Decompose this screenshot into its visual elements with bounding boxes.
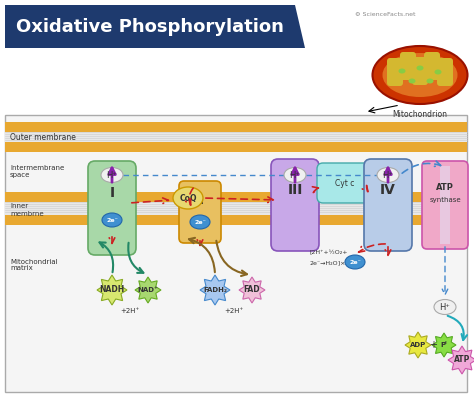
FancyBboxPatch shape — [317, 163, 373, 203]
Text: Mitochondrial
matrix: Mitochondrial matrix — [10, 258, 58, 272]
Text: FADH₂: FADH₂ — [203, 287, 227, 293]
Text: III: III — [287, 183, 303, 197]
Ellipse shape — [434, 299, 456, 314]
Text: NADH: NADH — [100, 285, 125, 295]
Text: 2e⁻→H₂O]×2: 2e⁻→H₂O]×2 — [310, 260, 350, 266]
Text: +: + — [429, 340, 437, 350]
Text: 2e⁻: 2e⁻ — [194, 220, 206, 224]
Polygon shape — [239, 277, 265, 303]
FancyBboxPatch shape — [5, 202, 467, 215]
Text: Intermembrane
space: Intermembrane space — [10, 166, 64, 179]
FancyBboxPatch shape — [364, 159, 412, 251]
FancyBboxPatch shape — [5, 215, 467, 225]
Text: +2H⁺: +2H⁺ — [224, 308, 244, 314]
Text: H⁺: H⁺ — [439, 303, 450, 312]
Text: Mitochondrion: Mitochondrion — [392, 110, 447, 119]
Text: H⁺: H⁺ — [290, 170, 301, 179]
FancyBboxPatch shape — [5, 122, 467, 132]
Ellipse shape — [345, 255, 365, 269]
Text: CoQ: CoQ — [179, 193, 197, 202]
FancyBboxPatch shape — [440, 166, 450, 244]
Text: +2H⁺: +2H⁺ — [120, 308, 140, 314]
Polygon shape — [97, 275, 127, 305]
Text: NAD⁺: NAD⁺ — [137, 287, 158, 293]
Text: FAD: FAD — [244, 285, 260, 295]
Ellipse shape — [377, 168, 399, 183]
Polygon shape — [200, 275, 230, 305]
FancyBboxPatch shape — [271, 159, 319, 251]
FancyBboxPatch shape — [88, 161, 136, 255]
FancyBboxPatch shape — [400, 52, 416, 80]
FancyBboxPatch shape — [424, 52, 440, 80]
Text: [2H⁺+½O₂+: [2H⁺+½O₂+ — [310, 251, 348, 256]
FancyBboxPatch shape — [5, 132, 467, 142]
Ellipse shape — [173, 187, 203, 209]
Ellipse shape — [284, 168, 306, 183]
Text: Outer membrane: Outer membrane — [10, 133, 76, 143]
Polygon shape — [135, 277, 161, 303]
Text: synthase: synthase — [429, 197, 461, 203]
Text: II: II — [195, 193, 204, 206]
Polygon shape — [405, 332, 431, 358]
Polygon shape — [432, 333, 456, 357]
Polygon shape — [448, 346, 474, 374]
FancyBboxPatch shape — [387, 58, 403, 86]
FancyBboxPatch shape — [179, 181, 221, 243]
Text: Oxidative Phosphorylation: Oxidative Phosphorylation — [16, 18, 284, 36]
Ellipse shape — [383, 53, 457, 97]
Text: ADP: ADP — [410, 342, 426, 348]
FancyBboxPatch shape — [5, 142, 467, 152]
Ellipse shape — [409, 79, 416, 83]
Ellipse shape — [417, 66, 423, 71]
Ellipse shape — [190, 215, 210, 229]
FancyBboxPatch shape — [422, 161, 468, 249]
Ellipse shape — [373, 46, 467, 104]
Text: Inner
membrne: Inner membrne — [10, 204, 44, 216]
Text: 2e⁻: 2e⁻ — [349, 260, 361, 264]
Text: H⁺: H⁺ — [107, 170, 118, 179]
Ellipse shape — [102, 213, 122, 227]
Text: Pᴵ: Pᴵ — [441, 342, 447, 348]
Text: ATP: ATP — [454, 355, 470, 364]
Text: I: I — [109, 186, 115, 200]
Ellipse shape — [101, 168, 123, 183]
FancyBboxPatch shape — [412, 57, 428, 85]
FancyBboxPatch shape — [5, 192, 467, 202]
Text: IV: IV — [380, 183, 396, 197]
FancyBboxPatch shape — [437, 58, 453, 86]
Ellipse shape — [427, 79, 434, 83]
Polygon shape — [5, 5, 305, 48]
Text: 2e⁻: 2e⁻ — [106, 218, 118, 222]
Ellipse shape — [435, 69, 441, 75]
Text: ⚙ ScienceFacts.net: ⚙ ScienceFacts.net — [355, 12, 416, 17]
Text: H⁺: H⁺ — [383, 170, 393, 179]
Text: ATP: ATP — [436, 183, 454, 191]
Ellipse shape — [399, 69, 405, 73]
FancyBboxPatch shape — [5, 115, 467, 392]
Text: Cyt c: Cyt c — [335, 179, 355, 187]
